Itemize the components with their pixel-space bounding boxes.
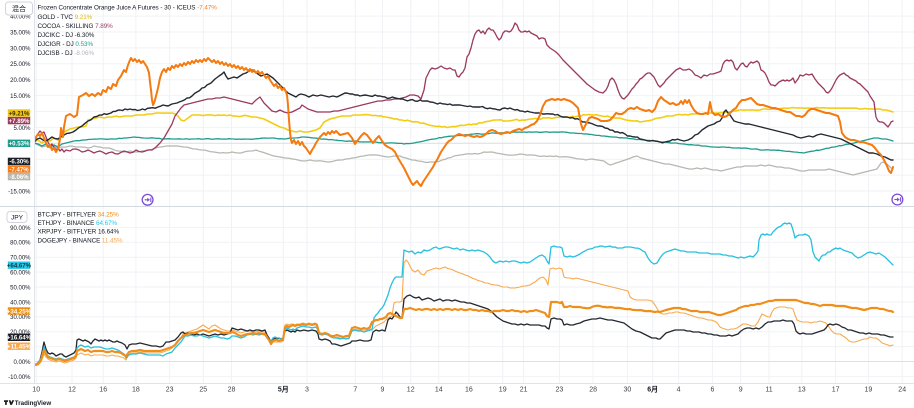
svg-text:30.00%: 30.00% <box>10 315 31 321</box>
svg-text:30.00%: 30.00% <box>10 46 31 52</box>
svg-text:12: 12 <box>407 387 415 394</box>
svg-text:50.00%: 50.00% <box>10 285 31 291</box>
svg-text:16: 16 <box>465 387 473 394</box>
svg-text:5.00%: 5.00% <box>13 126 31 132</box>
svg-text:5月: 5月 <box>278 386 289 394</box>
svg-text:混合: 混合 <box>12 4 26 13</box>
svg-text:14: 14 <box>435 387 443 394</box>
svg-text:19: 19 <box>865 387 873 394</box>
svg-text:90.00%: 90.00% <box>10 226 31 232</box>
svg-text:60.00%: 60.00% <box>10 271 31 277</box>
svg-text:11: 11 <box>765 387 772 394</box>
svg-text:23: 23 <box>166 387 174 394</box>
svg-text:24: 24 <box>898 387 906 394</box>
svg-text:+16.64%: +16.64% <box>7 335 32 342</box>
svg-text:6: 6 <box>710 387 714 394</box>
svg-text:18: 18 <box>132 387 140 394</box>
svg-text:7: 7 <box>353 387 357 394</box>
svg-text:9: 9 <box>381 387 385 394</box>
svg-text:DOGEJPY - BINANCE 11.45%: DOGEJPY - BINANCE 11.45% <box>38 237 123 244</box>
svg-text:DJCISB - DJ -8.06%: DJCISB - DJ -8.06% <box>38 50 95 57</box>
svg-text:GOLD - TVC 9.21%: GOLD - TVC 9.21% <box>38 14 93 21</box>
svg-text:Frozen Concentrate Orange Juic: Frozen Concentrate Orange Juice A Future… <box>38 5 218 12</box>
svg-text:0.00%: 0.00% <box>13 360 31 366</box>
svg-text:17: 17 <box>832 387 840 394</box>
svg-text:DJCIGR - DJ 0.53%: DJCIGR - DJ 0.53% <box>38 41 94 48</box>
svg-text:+9.21%: +9.21% <box>9 110 30 117</box>
svg-text:JPY: JPY <box>11 215 24 222</box>
svg-text:+7.89%: +7.89% <box>9 118 30 125</box>
svg-text:TradingView: TradingView <box>15 400 52 407</box>
svg-text:+64.67%: +64.67% <box>7 263 32 270</box>
svg-text:BTCJPY - BITFLYER 34.25%: BTCJPY - BITFLYER 34.25% <box>38 211 120 218</box>
svg-text:25: 25 <box>199 387 207 394</box>
svg-text:DJCIKC - DJ -6.30%: DJCIKC - DJ -6.30% <box>38 32 95 39</box>
svg-text:70.00%: 70.00% <box>10 256 31 262</box>
svg-text:19: 19 <box>499 387 507 394</box>
svg-text:+0.53%: +0.53% <box>9 141 30 148</box>
svg-text:15.00%: 15.00% <box>10 94 31 100</box>
svg-text:COCOA - SKILLING 7.89%: COCOA - SKILLING 7.89% <box>38 23 114 30</box>
svg-text:9: 9 <box>739 387 743 394</box>
svg-text:-10.00%: -10.00% <box>8 375 31 381</box>
svg-text:6月: 6月 <box>647 386 658 394</box>
svg-text:16: 16 <box>99 387 107 394</box>
svg-text:35.00%: 35.00% <box>10 30 31 36</box>
svg-text:13: 13 <box>798 387 806 394</box>
svg-text:XRPJPY - BITFLYER 16.64%: XRPJPY - BITFLYER 16.64% <box>38 229 120 236</box>
svg-text:23: 23 <box>556 387 564 394</box>
svg-text:21: 21 <box>520 387 528 394</box>
svg-text:-8.06%: -8.06% <box>9 174 29 181</box>
svg-text:40.00%: 40.00% <box>10 300 31 306</box>
svg-text:-15.00%: -15.00% <box>8 189 31 195</box>
svg-text:3: 3 <box>305 387 309 394</box>
svg-text:40.00%: 40.00% <box>10 15 31 21</box>
svg-text:80.00%: 80.00% <box>10 241 31 247</box>
svg-text:20.00%: 20.00% <box>10 78 31 84</box>
svg-text:20.00%: 20.00% <box>10 330 31 336</box>
svg-text:-6.30%: -6.30% <box>9 159 29 166</box>
svg-text:25.00%: 25.00% <box>10 62 31 68</box>
svg-text:+34.25%: +34.25% <box>7 308 32 315</box>
svg-text:30: 30 <box>624 387 632 394</box>
svg-text:28: 28 <box>228 387 236 394</box>
svg-text:10: 10 <box>32 387 40 394</box>
svg-text:4: 4 <box>677 387 681 394</box>
svg-text:ETHJPY - BINANCE 64.67%: ETHJPY - BINANCE 64.67% <box>38 220 118 227</box>
svg-text:+11.45%: +11.45% <box>7 344 31 351</box>
svg-text:12: 12 <box>68 387 76 394</box>
svg-text:28: 28 <box>589 387 597 394</box>
svg-text:-7.47%: -7.47% <box>9 166 29 173</box>
